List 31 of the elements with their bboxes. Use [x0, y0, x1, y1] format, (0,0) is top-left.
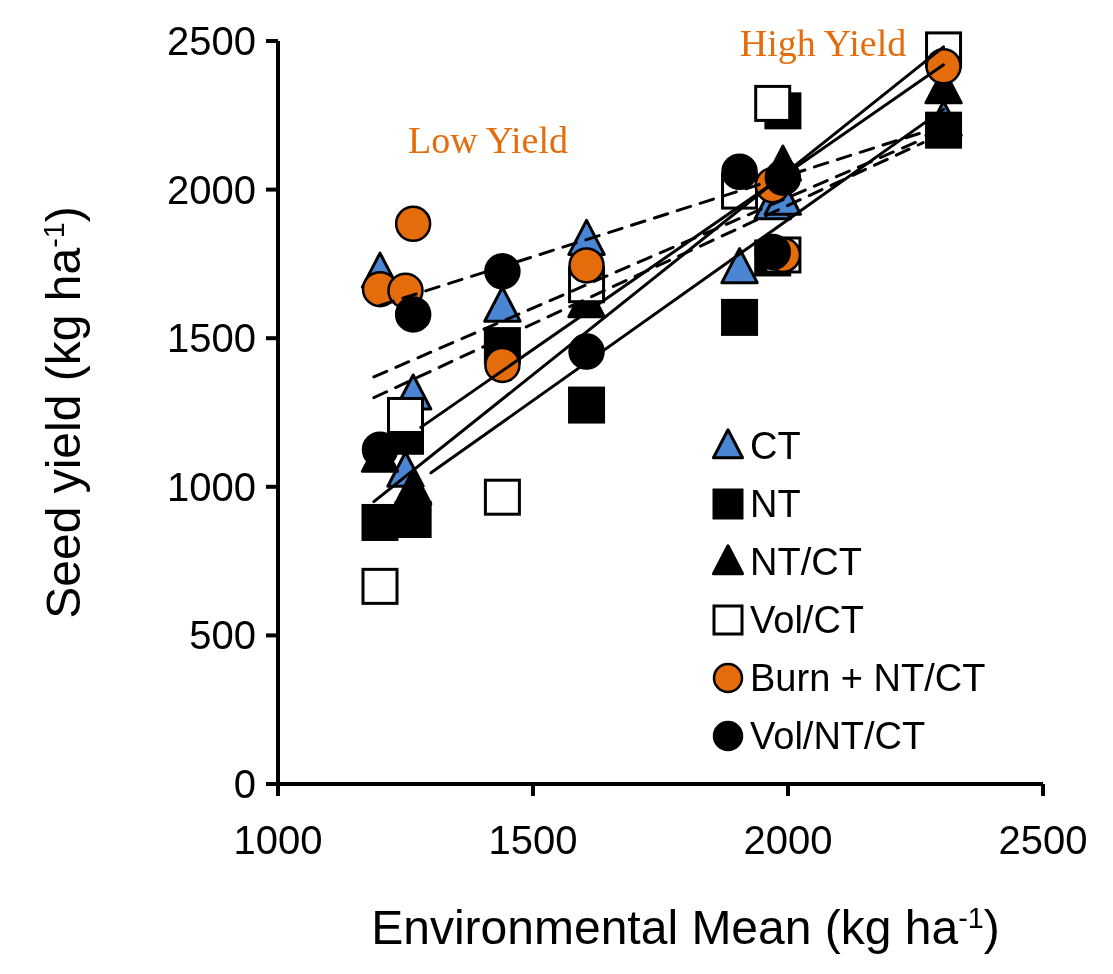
legend-label: Vol/CT — [750, 599, 865, 642]
legend-label: NT — [750, 483, 801, 526]
x-tick-label: 1000 — [233, 818, 323, 862]
y-tick-label: 1000 — [167, 464, 256, 509]
point — [721, 153, 758, 191]
annotation: Low Yield — [407, 119, 569, 161]
point — [387, 396, 424, 434]
x-tick-label: 2000 — [743, 818, 833, 862]
point — [754, 233, 791, 271]
annotation: High Yield — [739, 22, 907, 64]
y-tick-label: 1500 — [167, 316, 256, 361]
point — [568, 386, 606, 424]
y-tick-label: 500 — [189, 613, 256, 658]
x-tick-label: 1500 — [488, 818, 578, 862]
y-tick-label: 2500 — [167, 19, 256, 63]
point — [925, 111, 963, 149]
y-tick-label: 0 — [233, 762, 256, 806]
legend-label: NT/CT — [750, 541, 862, 584]
point — [394, 296, 432, 333]
point — [568, 247, 605, 284]
x-tick-label: 2500 — [998, 818, 1088, 862]
point — [721, 298, 759, 336]
legend-label: Burn + NT/CT — [750, 657, 986, 700]
point — [394, 205, 432, 243]
legend-label: Vol/NT/CT — [750, 715, 926, 758]
point — [361, 503, 399, 541]
point — [754, 84, 792, 122]
x-axis-title: Environmental Mean (kg ha$^{-1}$) — [371, 901, 1000, 954]
point — [484, 253, 521, 290]
legend-label: CT — [750, 425, 801, 468]
y-tick-label: 2000 — [167, 167, 256, 212]
